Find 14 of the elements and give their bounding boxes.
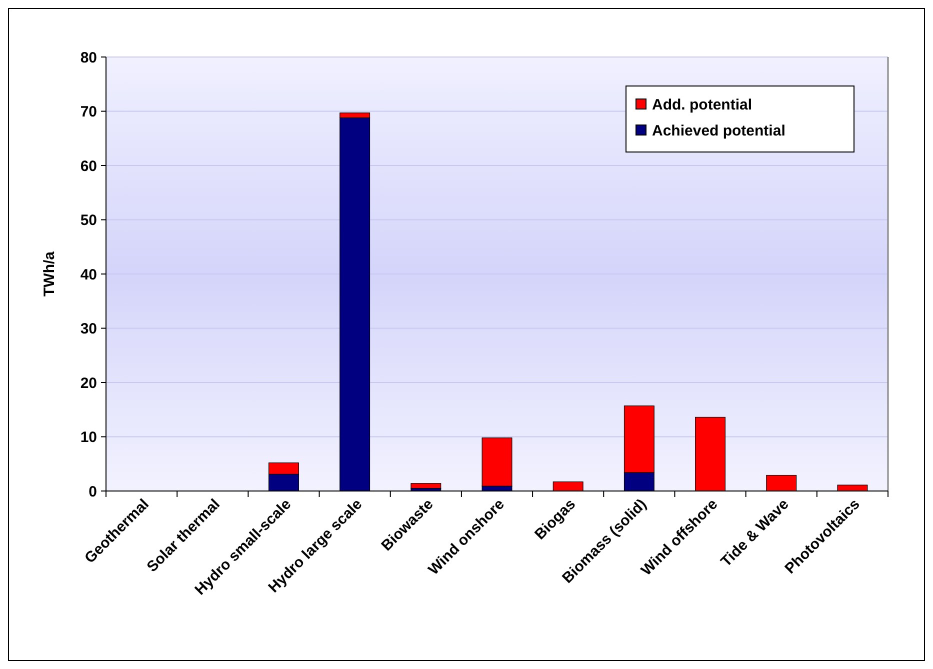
bar — [482, 438, 512, 486]
y-tick-label: 10 — [80, 429, 97, 446]
y-axis-title: TWh/a — [41, 250, 58, 296]
y-tick-label: 40 — [80, 266, 97, 284]
y-tick-label: 60 — [80, 158, 97, 175]
bar — [410, 483, 442, 489]
y-tick-label: 70 — [80, 104, 97, 120]
y-tick-label: 0 — [88, 483, 97, 500]
y-tick-label: 30 — [80, 320, 97, 338]
legend-label: Achieved potential — [652, 122, 786, 140]
y-tick-label: 80 — [80, 49, 97, 66]
y-tick-label: 20 — [80, 374, 97, 392]
y-tick-label: 50 — [80, 212, 97, 229]
legend-label: Add. potential — [652, 96, 752, 114]
